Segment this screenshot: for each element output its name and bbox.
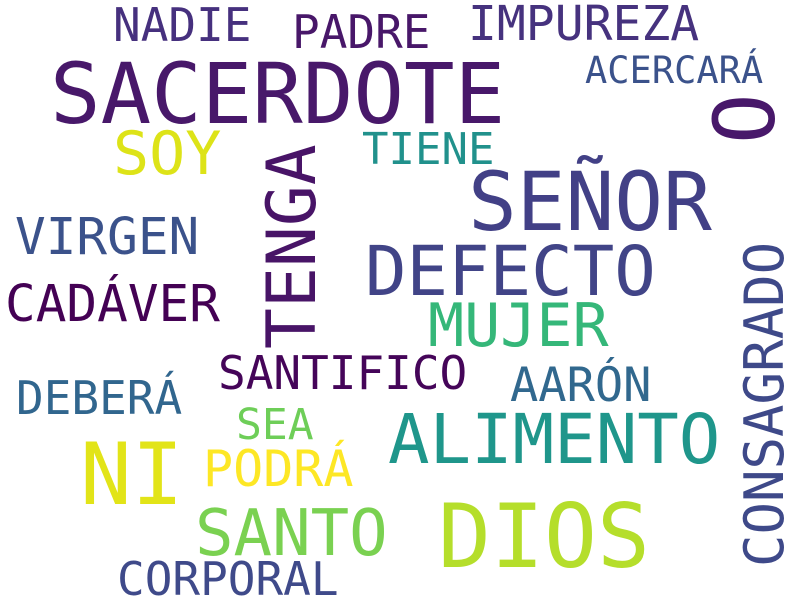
- word-nadie: NADIE: [113, 0, 252, 52]
- word-o: O: [696, 93, 794, 144]
- word-santifico: SANTIFICO: [218, 346, 468, 400]
- word-podra: PODRÁ: [203, 440, 354, 498]
- word-tiene: TIENE: [362, 124, 495, 175]
- word-tenga: TENGA: [253, 144, 332, 349]
- word-aaron: AARÓN: [510, 358, 652, 413]
- word-defecto: DEFECTO: [365, 232, 656, 312]
- word-mujer: MUJER: [428, 291, 609, 361]
- word-impureza: IMPUREZA: [468, 0, 700, 52]
- word-cadaver: CADÁVER: [5, 275, 220, 334]
- word-soy: SOY: [113, 119, 222, 189]
- word-corporal: CORPORAL: [117, 552, 339, 600]
- word-padre: PADRE: [292, 5, 431, 59]
- word-consagrado: CONSAGRADO: [733, 241, 796, 567]
- word-ni: NI: [80, 425, 184, 525]
- word-dios: DIOS: [438, 485, 650, 588]
- word-alimento: ALIMENTO: [388, 400, 721, 480]
- word-acercara: ACERCARÁ: [585, 49, 764, 92]
- word-santo: SANTO: [195, 497, 388, 571]
- word-debera: DEBERÁ: [16, 371, 183, 425]
- word-sea: SEA: [236, 400, 314, 450]
- word-virgen: VIRGEN: [15, 208, 200, 267]
- word-sacerdote: SACERDOTE: [50, 45, 506, 143]
- word-senor: SEÑOR: [468, 156, 712, 250]
